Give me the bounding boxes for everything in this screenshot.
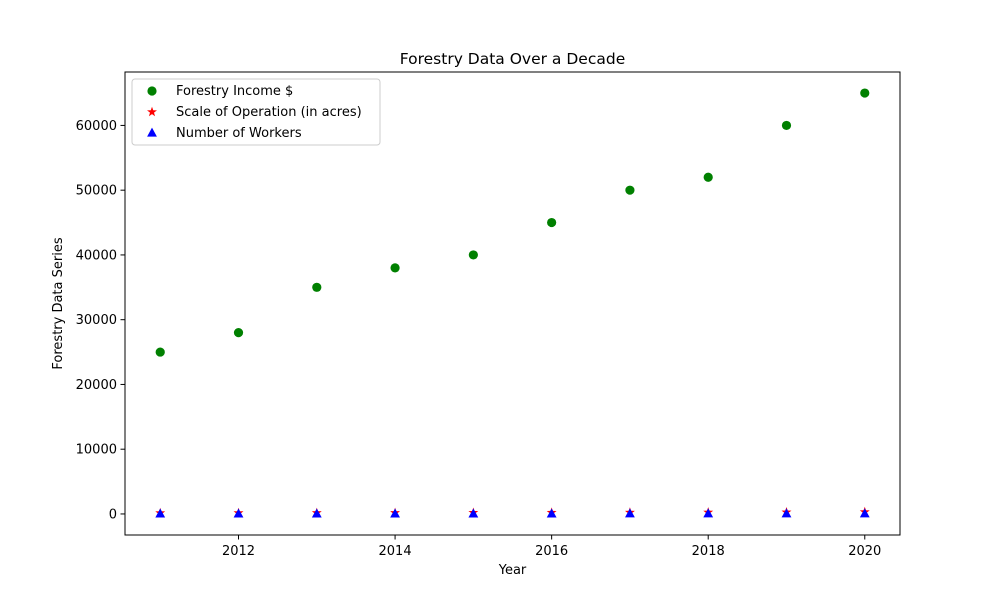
workers-point (390, 508, 400, 518)
y-tick-label: 60000 (76, 119, 117, 134)
y-tick-label: 30000 (76, 313, 117, 328)
plot-area-frame (124, 71, 901, 536)
income-point (390, 263, 400, 273)
income-point (155, 347, 165, 357)
income-point (625, 185, 635, 195)
income-point (703, 172, 713, 182)
y-tick-label: 40000 (76, 248, 117, 263)
workers-point (546, 508, 557, 518)
income-point (547, 217, 557, 228)
workers-point (703, 508, 714, 518)
workers-point (468, 508, 479, 518)
legend-marker-income (147, 86, 157, 96)
legend-markers (147, 86, 157, 137)
workers-point (859, 508, 870, 518)
chart-title: Forestry Data Over a Decade (400, 50, 625, 68)
y-tick-label: 50000 (76, 184, 117, 199)
workers-point (625, 508, 635, 518)
x-tick-label: 2016 (535, 544, 568, 559)
data-points (155, 88, 870, 518)
legend-label-scale: Scale of Operation (in acres) (176, 105, 362, 120)
y-tick-label: 20000 (76, 378, 117, 393)
income-point (468, 250, 478, 260)
x-tick-label: 2018 (692, 544, 725, 559)
legend-label-workers: Number of Workers (176, 126, 302, 141)
legend: Forestry Income $ Scale of Operation (in… (131, 78, 381, 146)
income-point (233, 328, 244, 338)
legend-marker-scale (147, 106, 157, 117)
y-axis-label: Forestry Data Series (51, 237, 66, 369)
y-tick-label: 0 (109, 507, 117, 522)
income-point (860, 88, 870, 98)
income-point (781, 120, 792, 131)
workers-point (781, 508, 792, 518)
income-point (312, 282, 322, 292)
legend-box (131, 78, 381, 146)
axis-ticks: 2012 2014 2016 2018 2020 0 10000 20000 30000 4000… (76, 119, 882, 559)
y-tick-label: 10000 (76, 443, 117, 458)
x-tick-label: 2014 (379, 544, 412, 559)
x-tick-label: 2012 (222, 544, 255, 559)
workers-point (311, 508, 322, 518)
legend-marker-workers (147, 127, 157, 137)
x-tick-label: 2020 (848, 544, 881, 559)
workers-point (155, 508, 166, 518)
workers-point (233, 508, 244, 518)
legend-label-income: Forestry Income $ (176, 84, 293, 99)
x-axis-label: Year (498, 563, 527, 578)
